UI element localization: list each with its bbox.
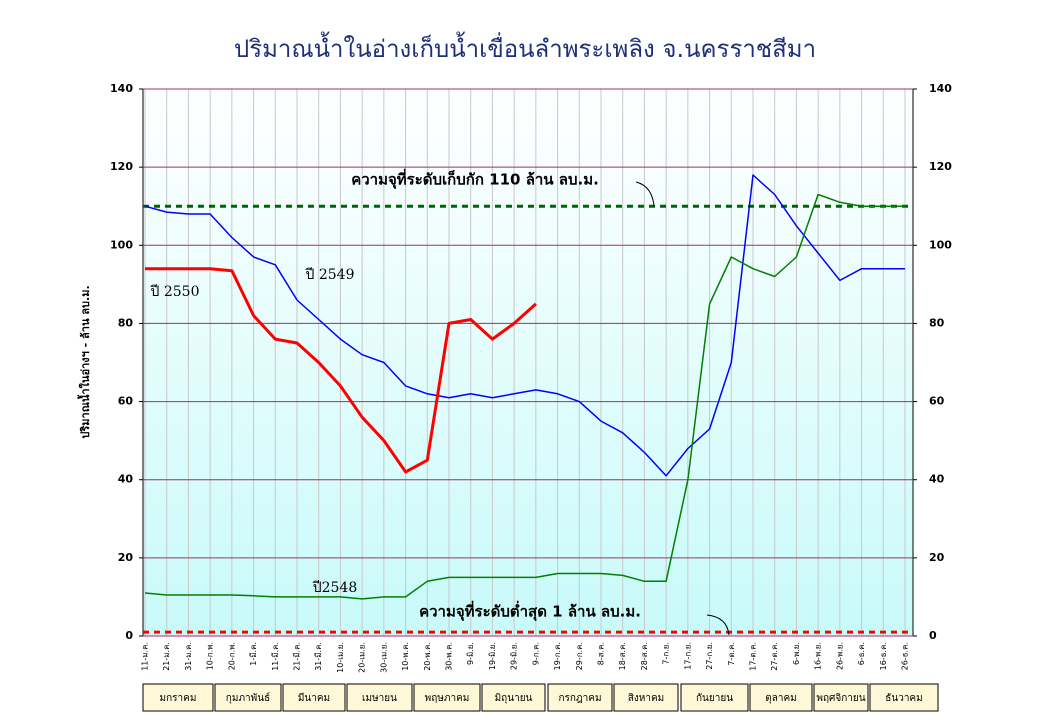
x-tick-label: 27-ก.ย. <box>705 642 714 670</box>
x-tick-label: 30-พ.ค. <box>445 642 454 671</box>
month-box <box>413 683 481 712</box>
month-box <box>680 683 749 712</box>
y-tick-label: 60 <box>118 395 134 408</box>
y2-tick-label: 120 <box>929 160 952 173</box>
x-tick-label: 21-ม.ค. <box>162 642 171 671</box>
series-line <box>144 193 905 600</box>
x-tick-label: 19-มิ.ย. <box>488 642 497 670</box>
month-label: กันยายน <box>696 693 733 704</box>
x-tick-label: 21-มี.ค. <box>293 642 302 671</box>
series-label: ปี 2549 <box>305 267 354 283</box>
month-box <box>481 683 546 712</box>
month-label: เมษายน <box>362 693 397 704</box>
x-tick-label: 29-มิ.ย. <box>510 642 519 670</box>
x-tick-label: 7-ก.ย. <box>662 642 671 665</box>
y-tick-label: 80 <box>118 316 134 329</box>
x-tick-label: 18-ส.ค. <box>618 642 627 670</box>
x-tick-label: 31-มี.ค. <box>314 642 323 671</box>
y-tick-label: 120 <box>110 160 133 173</box>
x-tick-label: 26-ธ.ค. <box>901 642 910 670</box>
month-label: กุมภาพันธ์ <box>226 692 270 704</box>
month-box <box>869 683 939 712</box>
x-tick-label: 28-ส.ค. <box>640 642 649 670</box>
y2-tick-label: 20 <box>929 551 945 564</box>
x-tick-label: 10-ก.พ. <box>206 642 215 670</box>
x-tick-label: 29-ก.ค. <box>575 642 584 670</box>
reference-label: ความจุที่ระดับเก็บกัก 110 ล้าน ลบ.ม. <box>351 169 599 190</box>
y-tick-label: 20 <box>118 551 134 564</box>
y2-tick-label: 100 <box>929 238 952 251</box>
month-box <box>282 683 346 712</box>
x-tick-label: 8-ส.ค. <box>597 642 606 665</box>
x-tick-label: 20-ก.พ. <box>227 642 236 670</box>
series-line <box>144 174 905 477</box>
x-tick-label: 26-พ.ย. <box>835 642 844 670</box>
x-tick-label: 16-พ.ย. <box>814 642 823 670</box>
annotation-arrow <box>635 181 655 207</box>
month-box <box>142 683 214 712</box>
month-label: กรกฎาคม <box>558 693 601 704</box>
plot-area <box>142 88 914 637</box>
x-tick-label: 9-ก.ค. <box>531 642 540 665</box>
y-axis-label: ปริมาณน้ำในอ่างฯ - ล้าน ลบ.ม. <box>77 285 92 438</box>
series-label: ปี 2550 <box>150 284 199 300</box>
month-label: ตุลาคม <box>765 693 797 704</box>
month-label: พฤษภาคม <box>425 693 470 704</box>
y2-tick-label: 40 <box>929 473 945 486</box>
reference-label: ความจุที่ระดับต่ำสุด 1 ล้าน ลบ.ม. <box>419 601 641 622</box>
month-label: สิงหาคม <box>628 693 664 704</box>
y-tick-label: 100 <box>110 238 133 251</box>
x-tick-label: 16-ธ.ค. <box>879 642 888 670</box>
y-tick-label: 140 <box>110 82 133 95</box>
series-label: ปี2548 <box>312 580 357 596</box>
y2-tick-label: 140 <box>929 82 952 95</box>
y2-tick-label: 0 <box>929 629 937 642</box>
x-tick-label: 10-เม.ย. <box>336 642 345 673</box>
month-box <box>346 683 413 712</box>
month-label: มกราคม <box>160 693 197 704</box>
x-tick-label: 20-พ.ค. <box>423 642 432 671</box>
month-box <box>547 683 613 712</box>
y2-tick-label: 80 <box>929 316 945 329</box>
x-tick-label: 19-ก.ค. <box>553 642 562 670</box>
x-tick-label: 7-ต.ค. <box>727 642 736 666</box>
x-tick-label: 1-มี.ค. <box>249 642 258 666</box>
x-tick-label: 31-ม.ค. <box>184 642 193 671</box>
x-tick-label: 17-ต.ค. <box>749 642 758 671</box>
y-tick-label: 40 <box>118 473 134 486</box>
month-label: มีนาคม <box>298 692 330 704</box>
x-tick-label: 10-พ.ค. <box>401 642 410 671</box>
x-tick-label: 6-พ.ย. <box>792 642 801 665</box>
month-label: ธันวาคม <box>885 693 922 704</box>
x-tick-label: 17-ก.ย. <box>683 642 692 670</box>
month-label: พฤศจิกายน <box>816 693 865 704</box>
month-box <box>613 683 679 712</box>
chart-title: ปริมาณน้ำในอ่างเก็บน้ำเขื่อนลำพระเพลิง จ… <box>234 31 816 63</box>
x-tick-label: 9-มิ.ย. <box>466 642 475 665</box>
x-tick-label: 6-ธ.ค. <box>857 642 866 665</box>
y2-tick-label: 60 <box>929 395 945 408</box>
month-box <box>749 683 813 712</box>
month-box <box>813 683 869 712</box>
month-label: มิถุนายน <box>495 693 533 704</box>
x-tick-label: 30-เม.ย. <box>379 642 388 673</box>
annotation-arrow <box>706 614 730 636</box>
x-tick-label: 11-มี.ค. <box>271 642 280 671</box>
series-line <box>145 267 537 474</box>
month-box <box>214 683 282 712</box>
x-tick-label: 20-เม.ย. <box>358 642 367 673</box>
x-tick-label: 27-ต.ค. <box>770 642 779 671</box>
x-tick-label: 11-ม.ค. <box>141 642 150 671</box>
y-tick-label: 0 <box>125 629 133 642</box>
